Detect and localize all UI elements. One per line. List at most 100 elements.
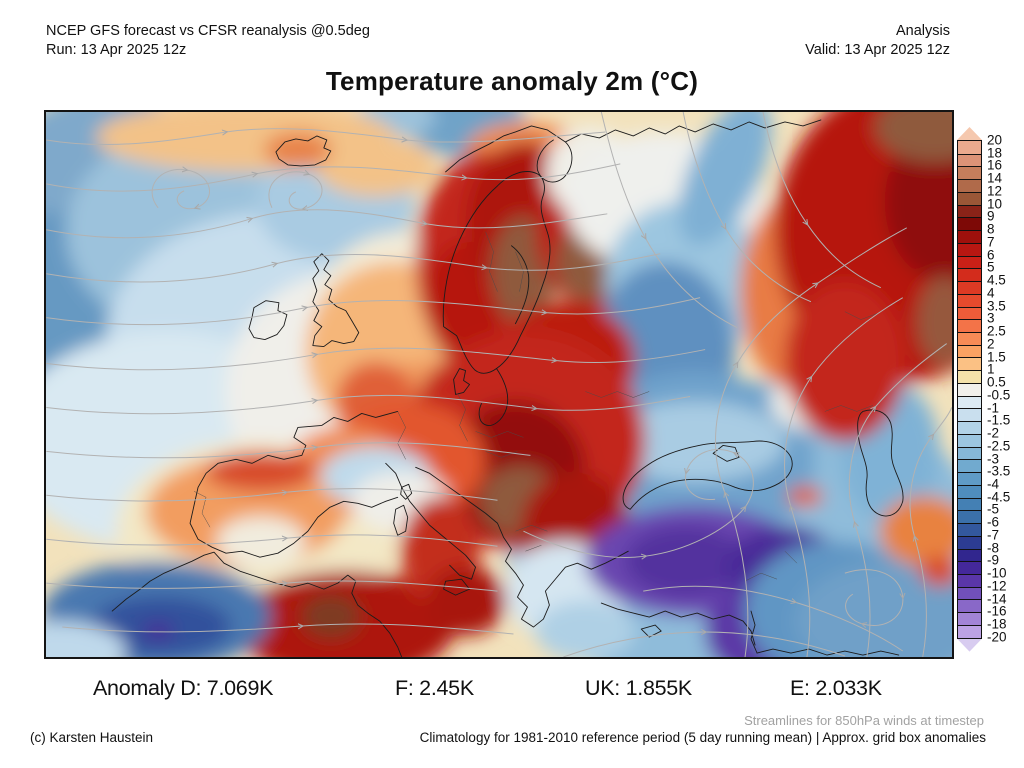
colorbar-segment <box>958 204 981 218</box>
colorbar-segment <box>958 332 981 345</box>
colorbar-label: -5 <box>987 501 1000 517</box>
colorbar-label: -20 <box>987 629 1007 645</box>
colorbar-label: 0.5 <box>987 374 1006 390</box>
colorbar-segment <box>958 599 981 613</box>
coast-levant <box>750 610 758 654</box>
colorbar-label: 18 <box>987 145 1003 161</box>
country-border <box>844 311 877 320</box>
streamline <box>62 624 514 635</box>
colorbar-label: -2 <box>987 425 1000 441</box>
colorbar-segment <box>958 459 981 473</box>
colorbar-segments <box>957 140 982 639</box>
colorbar-arrow-bottom <box>957 638 982 652</box>
colorbar-label: -18 <box>987 616 1007 632</box>
country-border <box>515 525 548 532</box>
colorbar-segment <box>958 395 981 409</box>
colorbar-label: 2 <box>987 336 995 352</box>
streamline <box>46 209 608 239</box>
colorbar-segment <box>958 612 981 625</box>
colorbar-label: -1.5 <box>987 412 1011 428</box>
colorbar-arrow-top <box>957 127 982 140</box>
colorbar-segment <box>958 179 981 192</box>
valid-line: Valid: 13 Apr 2025 12z <box>805 42 950 58</box>
coast-white-sea <box>536 139 573 183</box>
colorbar-segment <box>958 357 981 371</box>
colorbar-segment <box>958 153 981 167</box>
model-line: NCEP GFS forecast vs CFSR reanalysis @0.… <box>46 23 370 39</box>
streamline-anatolia-spiral <box>523 449 754 557</box>
streamline-cyclone-spiral <box>151 169 210 208</box>
mode-label: Analysis <box>896 23 950 39</box>
anomaly-stat-f: F: 2.45K <box>395 676 474 700</box>
streamline <box>762 112 882 289</box>
country-border <box>193 491 211 528</box>
country-border <box>525 544 542 552</box>
streamline <box>46 128 606 145</box>
streamlines-layer <box>46 112 952 657</box>
colorbar-label: -9 <box>987 552 1000 568</box>
country-border <box>784 551 798 564</box>
colorbar-label: -12 <box>987 578 1007 594</box>
coast-adriatic-greece <box>415 466 629 628</box>
colorbar-segment <box>958 523 981 536</box>
streamline <box>46 442 531 459</box>
colorbar-label: -4 <box>987 476 1000 492</box>
colorbar-segment <box>958 573 981 587</box>
colorbar-label: 3.5 <box>987 298 1006 314</box>
country-border <box>397 411 406 460</box>
colorbar-label: -3 <box>987 451 1000 466</box>
run-line: Run: 13 Apr 2025 12z <box>46 42 187 58</box>
colorbar: 20 18 16 14 12 10 9 8 7 6 5 4.5 4 3.5 3 2.5 2 1.5 1 0.5 -0.5… <box>957 127 1019 652</box>
colorbar-label: -2.5 <box>987 438 1011 454</box>
streamline-caspian-spiral <box>844 569 903 626</box>
colorbar-segment <box>958 497 981 511</box>
colorbar-segment <box>958 535 981 549</box>
anomaly-stat-e: E: 2.033K <box>790 676 882 700</box>
coast-sicily <box>443 578 471 596</box>
coast-cyprus <box>640 624 662 638</box>
colorbar-label: -14 <box>987 591 1007 607</box>
colorbar-segment <box>958 446 981 460</box>
colorbar-segment <box>958 586 981 600</box>
colorbar-segment <box>958 382 981 396</box>
coast-baltic <box>478 368 509 426</box>
coast-sardinia <box>393 504 409 536</box>
colorbar-segment <box>958 408 981 422</box>
colorbar-segment <box>958 141 981 154</box>
colorbar-segment <box>958 344 981 358</box>
coast-corsica <box>400 483 413 500</box>
colorbar-segment <box>958 293 981 307</box>
colorbar-label: 12 <box>987 183 1003 199</box>
header-right: Analysis Valid: 13 Apr 2025 12z <box>805 22 950 60</box>
colorbar-label: 5 <box>987 259 995 275</box>
colorbar-segment <box>958 484 981 498</box>
colorbar-label: -4.5 <box>987 489 1011 505</box>
colorbar-label: 4 <box>987 285 995 301</box>
colorbar-segment <box>958 561 981 574</box>
colorbar-segment <box>958 217 981 231</box>
coast-west-europe-iberia <box>189 411 399 558</box>
header-left: NCEP GFS forecast vs CFSR reanalysis @0.… <box>46 22 370 60</box>
colorbar-label: 6 <box>987 247 995 263</box>
colorbar-segment <box>958 624 981 638</box>
coast-scandinavia <box>442 171 551 374</box>
colorbar-segment <box>958 548 981 562</box>
colorbar-segment <box>958 319 981 333</box>
coast-arctic-russia <box>445 119 822 173</box>
colorbar-label: -1 <box>987 400 1000 416</box>
colorbar-segment <box>958 281 981 294</box>
colorbar-segment <box>958 242 981 256</box>
colorbar-segment <box>958 166 981 180</box>
streamline <box>46 163 621 192</box>
map-panel <box>44 110 954 659</box>
colorbar-segment <box>958 255 981 269</box>
map-svg <box>46 112 952 657</box>
country-border <box>485 231 498 292</box>
coast-turkey-south <box>600 602 756 646</box>
colorbar-label: -3.5 <box>987 463 1011 479</box>
streamline-cyclone-spiral <box>268 172 323 209</box>
colorbar-label: 9 <box>987 208 995 224</box>
colorbar-label: 16 <box>987 157 1003 173</box>
streamline <box>600 112 738 329</box>
